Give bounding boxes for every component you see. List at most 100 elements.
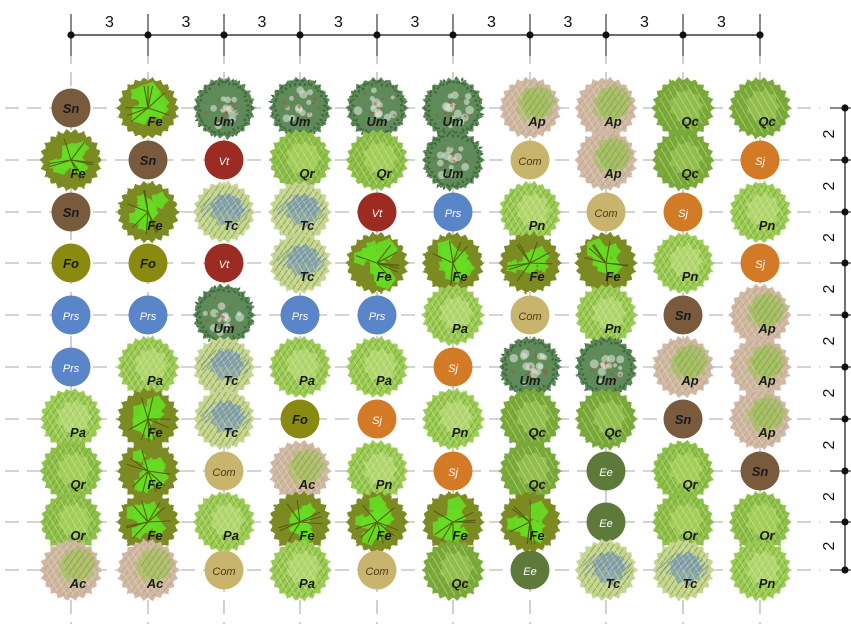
- plant-marker: [357, 192, 397, 232]
- plant-ap: Ap: [574, 128, 639, 191]
- top-dimension-node: [449, 31, 457, 39]
- plant-pa: Pa: [116, 335, 181, 399]
- plant-label: Sj: [755, 259, 765, 271]
- plant-label: Pn: [605, 321, 622, 336]
- plant-label: Ee: [599, 518, 612, 530]
- plant-pa: Pa: [192, 491, 257, 554]
- plant-sj: Sj: [663, 192, 703, 232]
- plant-pa: Pa: [420, 283, 487, 347]
- plant-label: Pa: [376, 373, 392, 388]
- plant-marker: [510, 550, 550, 590]
- right-dimension-node: [841, 415, 849, 423]
- plant-vt: Vt: [357, 192, 397, 232]
- top-dimension-label: 3: [334, 14, 343, 31]
- plant-label: Ap: [603, 166, 621, 181]
- plant-label: Pa: [299, 576, 315, 591]
- plant-um: Um: [192, 76, 257, 141]
- right-dimension-node: [841, 156, 849, 164]
- plant-label: Qc: [758, 114, 776, 129]
- plant-prs: Prs: [280, 295, 320, 335]
- plant-symbols: Sn Fe Um Um Um Um Ap Ap Qc Qc Fe Sn Vt Qr Qr Um Com Ap Qc S…: [38, 75, 793, 602]
- plant-label: Ap: [757, 321, 775, 336]
- plant-label: Tc: [224, 218, 239, 233]
- plant-pa: Pa: [39, 388, 104, 451]
- plant-com: Com: [586, 192, 626, 232]
- right-dimension-label: 2: [821, 336, 838, 345]
- plant-fe: Fe: [268, 490, 333, 554]
- plant-marker: [586, 502, 626, 542]
- plant-label: Pn: [682, 269, 699, 284]
- plant-marker: [51, 347, 91, 387]
- plant-vt: Vt: [204, 243, 244, 283]
- plant-pn: Pn: [421, 387, 486, 451]
- plant-label: Prs: [63, 311, 80, 323]
- plant-label: Um: [443, 166, 464, 181]
- top-dimension-node: [144, 31, 152, 39]
- plant-um: Um: [192, 283, 257, 347]
- plant-label: Pa: [223, 528, 239, 543]
- plant-label: Sj: [448, 363, 458, 375]
- plant-tc: Tc: [267, 180, 333, 244]
- plant-sj: Sj: [433, 451, 473, 491]
- plant-marker: [357, 550, 397, 590]
- plant-pn: Pn: [498, 180, 563, 244]
- right-dimension-node: [841, 104, 849, 112]
- plant-pn: Pn: [574, 284, 639, 347]
- plant-marker: [51, 88, 91, 128]
- plant-label: Ap: [680, 373, 698, 388]
- plant-label: Vt: [372, 208, 383, 220]
- plant-marker: [740, 243, 780, 283]
- plant-label: Pa: [70, 425, 86, 440]
- plant-label: Tc: [224, 373, 239, 388]
- plant-label: Fe: [147, 528, 162, 543]
- plant-pa: Pa: [268, 335, 332, 399]
- right-dimension-node: [841, 566, 849, 574]
- plant-sj: Sj: [740, 243, 780, 283]
- plant-label: Sn: [63, 101, 80, 116]
- plant-label: Qc: [681, 166, 699, 181]
- plant-label: Fe: [376, 528, 391, 543]
- plant-label: Com: [212, 566, 235, 578]
- plant-label: Tc: [224, 425, 239, 440]
- plant-qr: Qr: [39, 439, 104, 503]
- plant-marker: [510, 295, 550, 335]
- plant-label: Ee: [599, 467, 612, 479]
- plant-label: Sn: [752, 464, 769, 479]
- plant-com: Com: [357, 550, 397, 590]
- plant-prs: Prs: [51, 295, 91, 335]
- plant-label: Tc: [300, 269, 315, 284]
- plant-tc: Tc: [193, 387, 257, 451]
- plant-label: Fe: [452, 269, 467, 284]
- plant-fo: Fo: [51, 243, 91, 283]
- plant-label: Fe: [529, 269, 544, 284]
- plant-label: Qr: [759, 528, 775, 543]
- plant-label: Qr: [70, 528, 86, 543]
- plant-marker: [280, 295, 320, 335]
- right-dimension-node: [841, 518, 849, 526]
- plant-label: Prs: [140, 311, 157, 323]
- top-dimension-node: [756, 31, 764, 39]
- plant-label: Com: [365, 566, 388, 578]
- plant-ap: Ap: [729, 335, 793, 399]
- plant-marker: [51, 243, 91, 283]
- top-dimension-node: [373, 31, 381, 39]
- top-dimension-node: [602, 31, 610, 39]
- plant-ee: Ee: [586, 502, 626, 542]
- plant-marker: [357, 295, 397, 335]
- plant-label: Qc: [528, 477, 546, 492]
- plant-label: Tc: [683, 576, 698, 591]
- plant-label: Fe: [147, 114, 162, 129]
- plant-fe: Fe: [574, 231, 638, 295]
- plant-um: Um: [344, 76, 410, 140]
- plant-sj: Sj: [740, 140, 780, 180]
- right-dimension-label: 2: [821, 181, 838, 190]
- plant-ap: Ap: [498, 76, 562, 140]
- plant-label: Um: [367, 114, 388, 129]
- plant-label: Com: [594, 208, 617, 220]
- plant-label: Fe: [376, 269, 391, 284]
- plant-label: Prs: [292, 311, 309, 323]
- plant-marker: [51, 192, 91, 232]
- plant-ac: Ac: [268, 439, 333, 503]
- plant-label: Fo: [292, 412, 308, 427]
